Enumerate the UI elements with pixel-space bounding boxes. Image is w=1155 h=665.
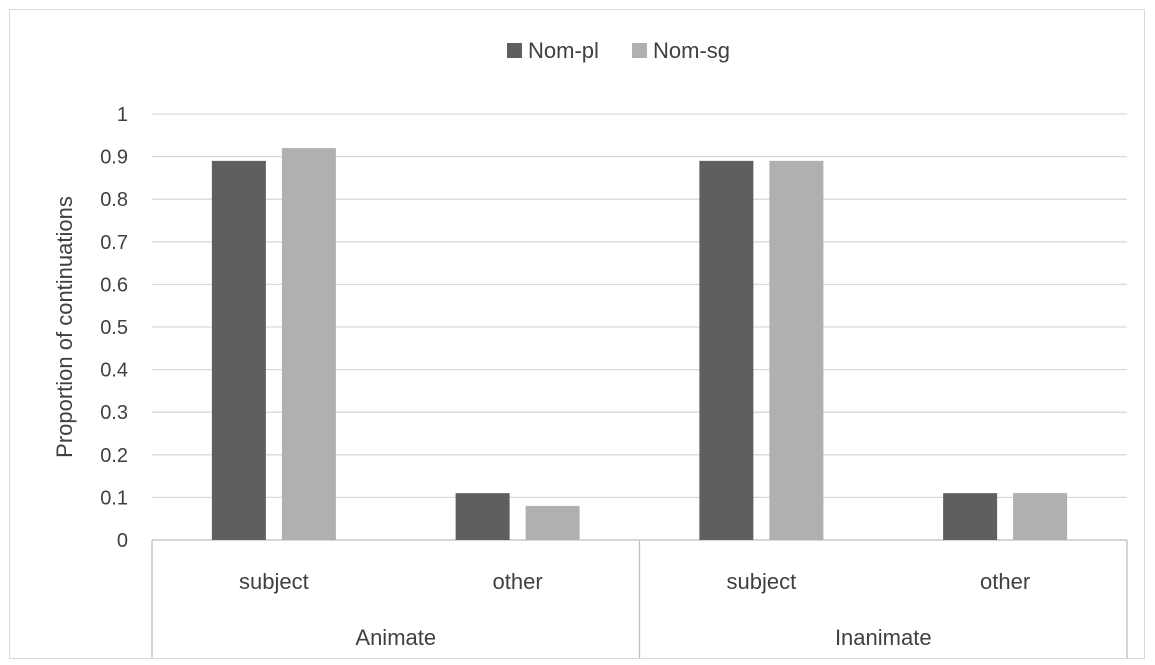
legend-label: Nom-pl bbox=[528, 38, 599, 63]
y-axis-ticks: 0 0.1 0.2 0.3 0.4 0.5 0.6 0.7 0.8 0.9 1 bbox=[100, 104, 128, 552]
y-tick-label: 0.2 bbox=[100, 445, 128, 467]
x-category-label: other bbox=[493, 569, 543, 594]
x-category-label: subject bbox=[239, 569, 309, 594]
bar-nom-sg bbox=[769, 160, 824, 541]
y-tick-label: 0 bbox=[117, 530, 128, 552]
bar-nom-pl bbox=[455, 493, 510, 540]
legend-swatch bbox=[632, 43, 647, 58]
x-group-label: Animate bbox=[355, 625, 436, 650]
bar-nom-sg bbox=[281, 148, 336, 540]
y-tick-label: 1 bbox=[117, 104, 128, 126]
y-tick-label: 0.6 bbox=[100, 274, 128, 296]
y-tick-label: 0.1 bbox=[100, 487, 128, 509]
y-tick-label: 0.5 bbox=[100, 317, 128, 339]
x-axis: subject other Animate subject other Inanimate bbox=[151, 540, 1128, 658]
chart-frame bbox=[9, 9, 1145, 659]
y-tick-label: 0.4 bbox=[100, 360, 128, 382]
bar-nom-sg bbox=[1013, 493, 1068, 540]
x-category-label: subject bbox=[727, 569, 797, 594]
y-tick-label: 0.9 bbox=[100, 147, 128, 169]
bar-nom-sg bbox=[525, 505, 580, 540]
legend-label: Nom-sg bbox=[653, 38, 730, 63]
bar-nom-pl bbox=[699, 160, 754, 541]
bars bbox=[211, 148, 1068, 541]
x-category-label: other bbox=[980, 569, 1030, 594]
y-axis-label: Proportion of continuations bbox=[52, 196, 77, 458]
legend: Nom-pl Nom-sg bbox=[507, 38, 730, 63]
bar-nom-pl bbox=[211, 160, 266, 541]
x-group-label: Inanimate bbox=[835, 625, 932, 650]
y-tick-label: 0.8 bbox=[100, 189, 128, 211]
bar-nom-pl bbox=[943, 493, 998, 540]
y-tick-label: 0.3 bbox=[100, 402, 128, 424]
y-tick-label: 0.7 bbox=[100, 232, 128, 254]
legend-swatch bbox=[507, 43, 522, 58]
